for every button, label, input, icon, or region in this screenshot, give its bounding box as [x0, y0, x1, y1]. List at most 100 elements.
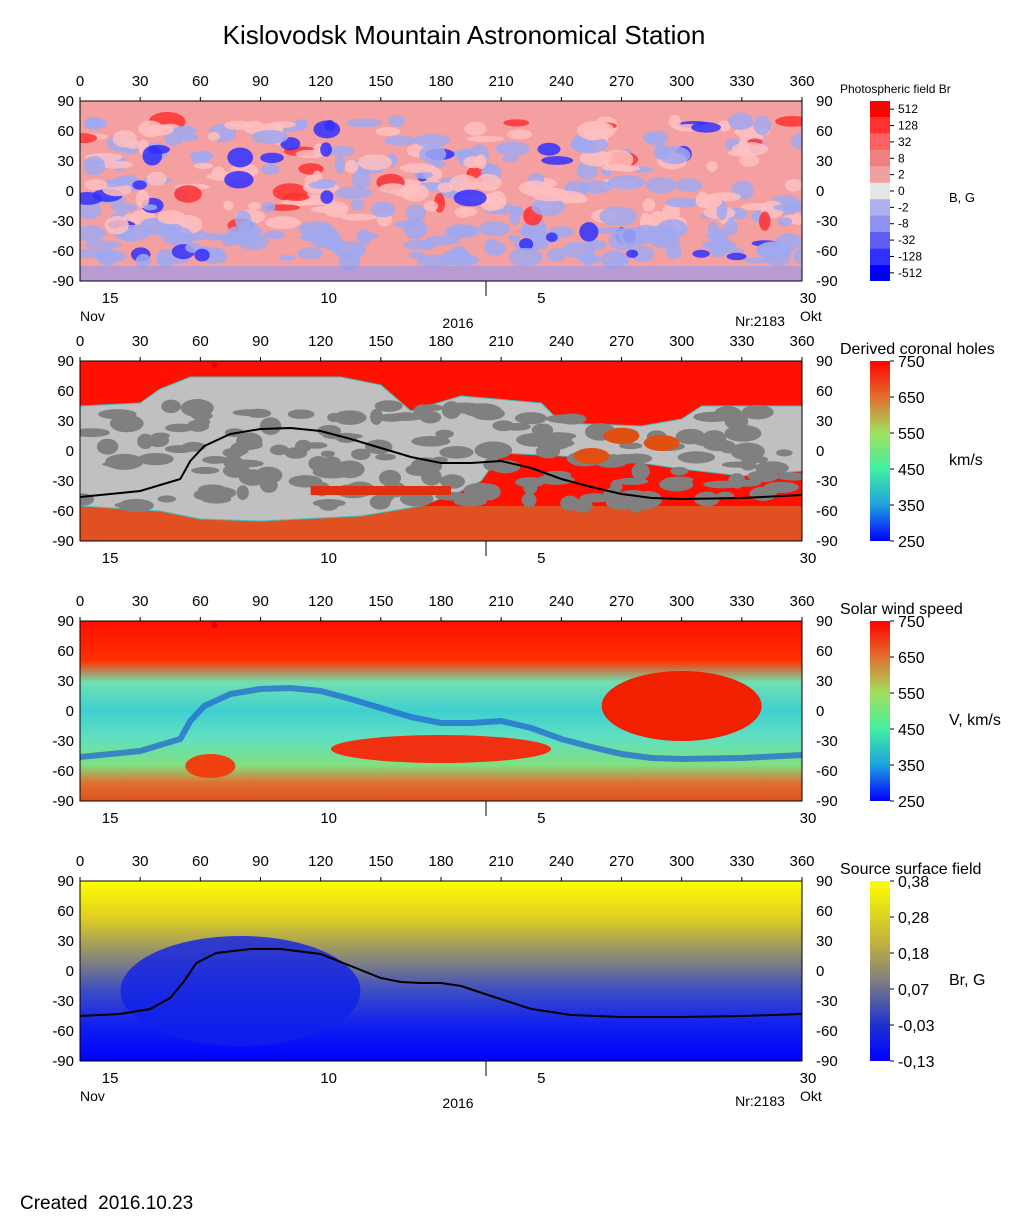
field-patch [113, 176, 131, 187]
longitude-tick-label: 120 [308, 333, 333, 350]
field-patch [650, 233, 681, 249]
field-patch [357, 154, 392, 171]
colorbar-segment [870, 248, 890, 265]
field-patch [585, 239, 606, 251]
field-patch [157, 210, 186, 225]
colorbar-tick-label: 0,38 [898, 874, 929, 891]
field-patch [777, 217, 793, 227]
gray-patch [193, 489, 214, 501]
field-patch [80, 225, 106, 242]
gray-patch [164, 445, 195, 454]
latitude-tick-label-left: 30 [57, 933, 74, 950]
gray-patch [776, 449, 793, 457]
gray-patch [334, 460, 365, 479]
latitude-tick-label-left: 0 [66, 703, 74, 720]
latitude-tick-label-left: 0 [66, 443, 74, 460]
longitude-tick-label: 120 [308, 73, 333, 90]
colorbar-tick-label: 32 [898, 135, 912, 149]
field-patch [193, 162, 214, 169]
field-patch [263, 230, 286, 240]
longitude-tick-label: 300 [669, 333, 694, 350]
field-patch [601, 250, 626, 270]
plot-area [80, 101, 802, 281]
gray-patch [165, 423, 194, 433]
month-right-label: Okt [800, 1088, 822, 1104]
gray-patch [375, 453, 396, 461]
gray-patch [453, 496, 488, 507]
field-patch [173, 125, 197, 135]
latitude-tick-label-left: -30 [52, 993, 74, 1010]
gray-patch [411, 435, 451, 447]
field-patch [645, 176, 677, 194]
colorbar-tick-label: 0,28 [898, 910, 929, 927]
field-patch [251, 129, 289, 145]
latitude-tick-label-right: -90 [816, 793, 838, 810]
date-tick-label: 10 [320, 810, 337, 827]
field-patch [86, 117, 107, 130]
longitude-tick-label: 0 [76, 853, 84, 870]
colorbar-tick-label: 750 [898, 354, 925, 371]
colorbar-segment [870, 182, 890, 200]
colorbar-title: Photospheric field Br [840, 82, 951, 96]
latitude-tick-label-right: -60 [816, 1023, 838, 1040]
field-patch [178, 132, 199, 142]
gray-patch [157, 495, 177, 503]
field-patch [423, 200, 439, 212]
latitude-tick-label-left: -30 [52, 473, 74, 490]
date-tick-label: 15 [102, 290, 119, 307]
latitude-tick-label-left: 60 [57, 123, 74, 140]
field-patch [502, 154, 519, 163]
gray-patch [320, 450, 335, 458]
gray-patch [474, 441, 513, 460]
latitude-tick-label-right: 30 [816, 933, 833, 950]
latitude-tick-label-left: -90 [52, 533, 74, 550]
longitude-tick-label: 270 [609, 73, 634, 90]
field-patch [531, 196, 565, 217]
fast-wind-patch [573, 448, 610, 464]
month-right-label: Okt [800, 308, 822, 324]
year-label: 2016 [442, 1095, 473, 1111]
gray-patch [693, 411, 732, 422]
colorbar-tick-label: 350 [898, 498, 925, 515]
field-patch [495, 141, 530, 157]
longitude-tick-label: 60 [192, 333, 209, 350]
field-patch [790, 133, 802, 149]
field-patch [261, 201, 276, 213]
gray-patch [515, 477, 545, 488]
field-patch [340, 213, 377, 221]
longitude-tick-label: 30 [132, 333, 149, 350]
gray-patch [288, 475, 323, 488]
gray-patch [236, 432, 263, 451]
field-patch [400, 183, 429, 202]
colorbar-gradient [870, 881, 890, 1061]
gray-patch [602, 487, 622, 505]
longitude-tick-label: 150 [368, 593, 393, 610]
date-tick-label: 10 [320, 1070, 337, 1087]
colorbar-segment [870, 166, 890, 183]
field-patch [664, 197, 702, 208]
longitude-tick-label: 240 [549, 73, 574, 90]
field-patch [224, 120, 252, 130]
field-patch [320, 142, 332, 157]
gray-patch [369, 494, 391, 510]
neutral-line [80, 948, 802, 1018]
field-patch [576, 121, 611, 141]
field-patch [384, 135, 418, 146]
longitude-tick-label: 270 [609, 853, 634, 870]
gray-patch [96, 438, 119, 455]
colorbar-tick-label: -0,03 [898, 1018, 935, 1035]
gray-patch [439, 474, 466, 489]
fast-wind-patch [603, 428, 640, 444]
longitude-tick-label: 180 [428, 333, 453, 350]
field-patch [328, 145, 355, 157]
field-patch [370, 201, 396, 218]
gray-patch [439, 446, 474, 459]
longitude-tick-label: 300 [669, 73, 694, 90]
colorbar: 750 650 550 450 350 250 Derived coronal holes k… [840, 341, 995, 551]
longitude-tick-label: 240 [549, 593, 574, 610]
longitude-tick-label: 270 [609, 593, 634, 610]
south-polar-field [80, 266, 802, 281]
latitude-tick-label-right: -30 [816, 213, 838, 230]
